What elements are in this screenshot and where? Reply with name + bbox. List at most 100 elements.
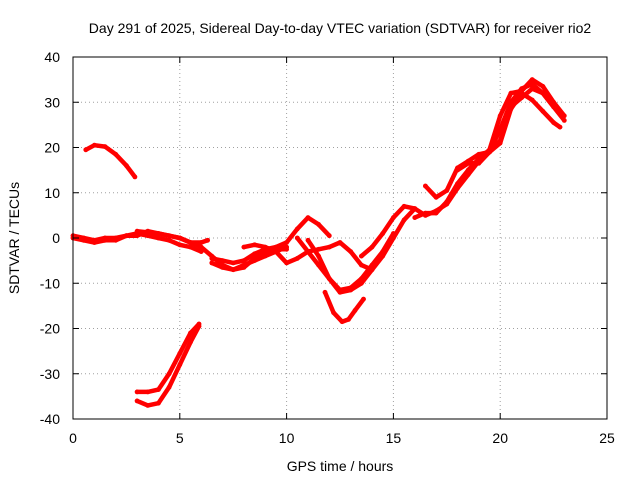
data-point xyxy=(540,108,546,114)
data-point xyxy=(102,235,108,241)
ticks xyxy=(72,56,608,420)
data-point xyxy=(369,244,375,250)
data-point xyxy=(134,389,140,395)
data-point xyxy=(305,237,311,243)
series-arc-upper-left xyxy=(83,142,138,180)
data-point xyxy=(198,244,204,250)
data-point xyxy=(444,188,450,193)
data-point xyxy=(92,237,97,243)
data-point xyxy=(134,233,140,239)
data-point xyxy=(380,253,386,259)
y-tick-label: -40 xyxy=(40,411,60,427)
data-point xyxy=(209,260,215,266)
data-point xyxy=(156,400,161,406)
series-arc-rise-a xyxy=(359,81,567,259)
data-point xyxy=(166,237,172,243)
data-point xyxy=(284,244,289,250)
data-point xyxy=(476,160,482,166)
data-point xyxy=(230,260,236,266)
data-point xyxy=(529,97,535,103)
data-point xyxy=(209,256,215,261)
data-point xyxy=(561,118,567,123)
series-arc-dip-deep xyxy=(322,290,366,324)
data-point xyxy=(284,260,289,266)
data-point xyxy=(331,310,336,316)
data-point xyxy=(252,258,257,263)
data-point xyxy=(316,253,321,259)
data-point xyxy=(348,287,354,293)
data-point xyxy=(241,244,247,250)
x-tick-label: 15 xyxy=(386,430,402,446)
data-point xyxy=(145,403,151,408)
data-point xyxy=(156,387,161,392)
data-point xyxy=(230,267,236,273)
data-point xyxy=(294,226,300,232)
data-point xyxy=(508,106,514,112)
data-point xyxy=(423,210,428,216)
data-point xyxy=(561,113,567,119)
y-tick-label: 10 xyxy=(44,185,60,201)
data-point xyxy=(156,235,161,241)
data-point xyxy=(346,317,351,322)
data-point xyxy=(124,233,129,239)
data-point xyxy=(540,84,546,89)
data-point xyxy=(196,321,202,327)
data-point xyxy=(262,244,268,250)
data-point xyxy=(455,167,460,173)
y-tick-label: 40 xyxy=(44,49,60,65)
data-point xyxy=(557,124,563,130)
data-point xyxy=(519,90,524,96)
data-point xyxy=(134,228,140,234)
data-point xyxy=(423,183,428,189)
data-point xyxy=(177,242,183,248)
data-point xyxy=(132,174,138,180)
data-point xyxy=(359,280,364,286)
data-point xyxy=(102,144,108,150)
data-point xyxy=(359,253,364,259)
data-point xyxy=(497,113,503,119)
data-point xyxy=(188,244,193,250)
data-point xyxy=(198,240,204,245)
data-point xyxy=(487,149,492,155)
data-point xyxy=(529,86,535,92)
data-point xyxy=(361,296,366,302)
data-point xyxy=(177,235,183,241)
data-point xyxy=(81,235,87,241)
data-point xyxy=(391,215,396,221)
data-point xyxy=(401,203,407,209)
data-point xyxy=(166,371,172,377)
data-point xyxy=(294,256,300,261)
data-point xyxy=(322,289,328,295)
data-point xyxy=(444,199,450,205)
data-point xyxy=(220,265,225,270)
y-tick-label: 20 xyxy=(44,140,60,156)
data-point xyxy=(113,235,119,241)
y-tick-label: 30 xyxy=(44,94,60,110)
data-point xyxy=(252,242,257,248)
data-point xyxy=(92,142,97,148)
data-point xyxy=(316,222,321,227)
data-point xyxy=(476,151,482,157)
data-point xyxy=(156,231,161,236)
data-point xyxy=(551,120,556,125)
data-point xyxy=(401,217,407,223)
series-group xyxy=(70,77,567,408)
chart-title: Day 291 of 2025, Sidereal Day-to-day VTE… xyxy=(89,20,592,36)
data-point xyxy=(412,215,418,221)
x-tick-label: 0 xyxy=(69,430,77,446)
y-tick-label: 0 xyxy=(52,230,60,246)
data-point xyxy=(508,90,514,96)
data-point xyxy=(465,160,471,166)
data-point xyxy=(348,249,354,255)
data-point xyxy=(339,319,345,325)
data-point xyxy=(188,330,193,336)
y-axis-label: SDTVAR / TECUs xyxy=(6,182,22,294)
data-point xyxy=(83,147,89,153)
data-point xyxy=(294,235,300,241)
data-point xyxy=(529,77,535,82)
data-point xyxy=(540,90,546,96)
tick-labels: 0 5 10 15 20 25 -40 -30 -20 -10 0 10 20 30 40 xyxy=(40,49,615,446)
data-point xyxy=(326,276,332,282)
x-tick-label: 20 xyxy=(492,430,508,446)
